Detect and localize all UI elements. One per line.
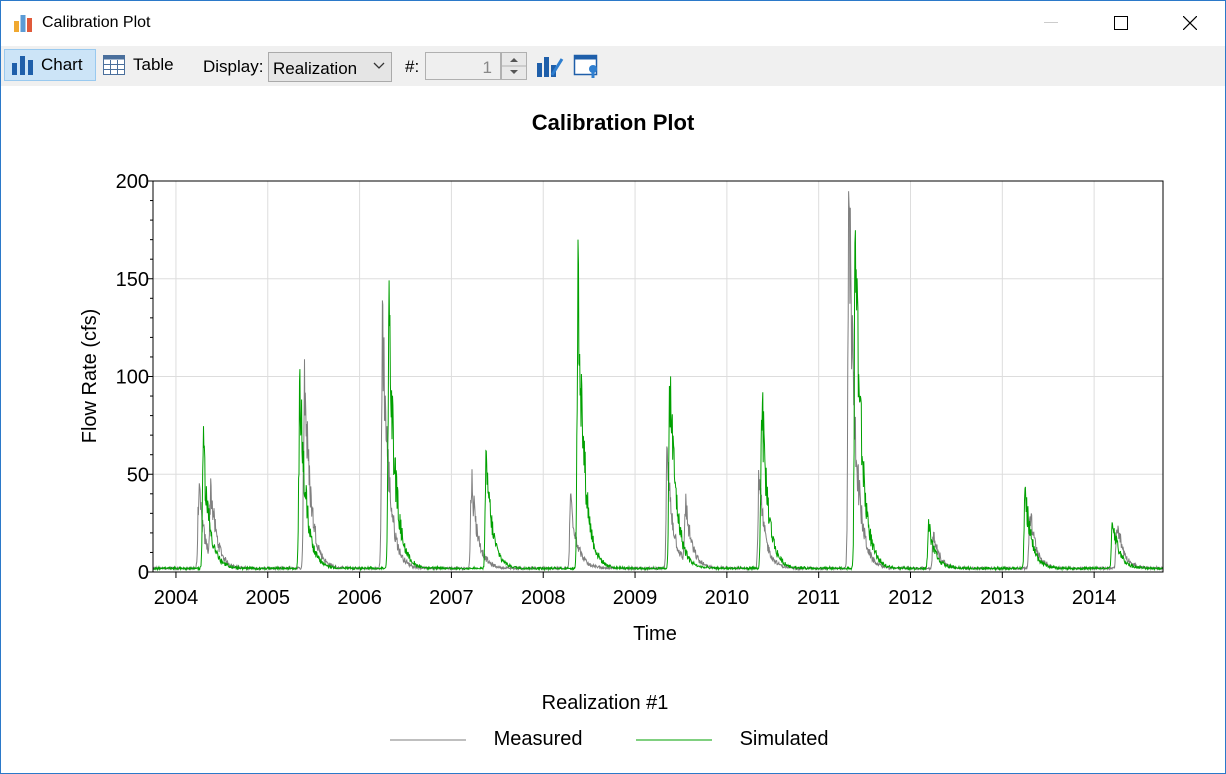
chart-properties-icon[interactable]: [536, 53, 564, 79]
window-title: Calibration Plot: [42, 14, 151, 31]
plot-frame: [152, 180, 1164, 573]
realization-number-input[interactable]: 1: [425, 52, 501, 80]
x-tick-label: 2010: [705, 587, 750, 609]
maximize-button[interactable]: [1086, 1, 1156, 45]
bar-chart-app-icon: [14, 15, 32, 32]
realization-number-stepper[interactable]: [501, 52, 527, 80]
y-tick-label: 100: [116, 367, 149, 389]
number-label: #:: [405, 57, 420, 76]
realization-number-value: 1: [482, 58, 492, 77]
x-tick-label: 2006: [337, 587, 382, 609]
y-tick-label: 50: [127, 464, 149, 486]
x-tick-label: 2005: [246, 587, 291, 609]
series-line-measured: [152, 191, 1164, 572]
chevron-down-icon: [373, 62, 385, 69]
legend-title: Realization #1: [541, 692, 669, 714]
legend-label-simulated: Simulated: [739, 728, 829, 750]
legend-label-measured: Measured: [493, 728, 583, 750]
minimize-icon: [1044, 22, 1058, 23]
x-tick-label: 2013: [980, 587, 1025, 609]
display-select[interactable]: Realization: [268, 52, 392, 82]
maximize-icon: [1114, 16, 1128, 30]
x-tick-label: 2009: [613, 587, 658, 609]
chart-view-button[interactable]: Chart: [4, 49, 96, 81]
y-tick-label: 200: [116, 171, 149, 193]
legend-item-simulated: Simulated: [636, 728, 829, 751]
minimize-button[interactable]: [1016, 1, 1086, 45]
x-tick-label: 2011: [797, 587, 840, 609]
chart-title: Calibration Plot: [531, 110, 695, 135]
x-tick-label: 2012: [888, 587, 933, 609]
close-icon: [1183, 16, 1197, 30]
series-line-simulated: [152, 230, 1164, 572]
y-tick-label: 0: [138, 562, 149, 584]
x-tick-label: 2014: [1072, 587, 1117, 609]
display-select-value: Realization: [273, 59, 358, 78]
toolbar: Chart Table Display: Realization #: 1: [1, 46, 1225, 86]
close-button[interactable]: [1155, 1, 1225, 45]
bar-chart-icon: [12, 56, 33, 75]
legend-item-measured: Measured: [390, 728, 583, 751]
stepper-arrows-icon: [502, 58, 526, 74]
table-view-label: Table: [133, 55, 174, 74]
table-view-button[interactable]: Table: [103, 49, 187, 81]
x-tick-label: 2008: [521, 587, 566, 609]
table-icon: [103, 55, 125, 75]
legend-swatch-simulated: [636, 739, 712, 741]
display-label: Display:: [203, 57, 264, 76]
y-axis-label: Flow Rate (cfs): [79, 309, 101, 443]
legend-swatch-measured: [390, 739, 466, 741]
x-tick-label: 2007: [429, 587, 474, 609]
title-bar: Calibration Plot: [1, 1, 1225, 45]
x-axis-label: Time: [633, 623, 677, 645]
x-tick-label: 2004: [154, 587, 199, 609]
chart-view-label: Chart: [41, 55, 83, 74]
window-settings-icon[interactable]: [573, 53, 601, 79]
y-tick-label: 150: [116, 269, 149, 291]
